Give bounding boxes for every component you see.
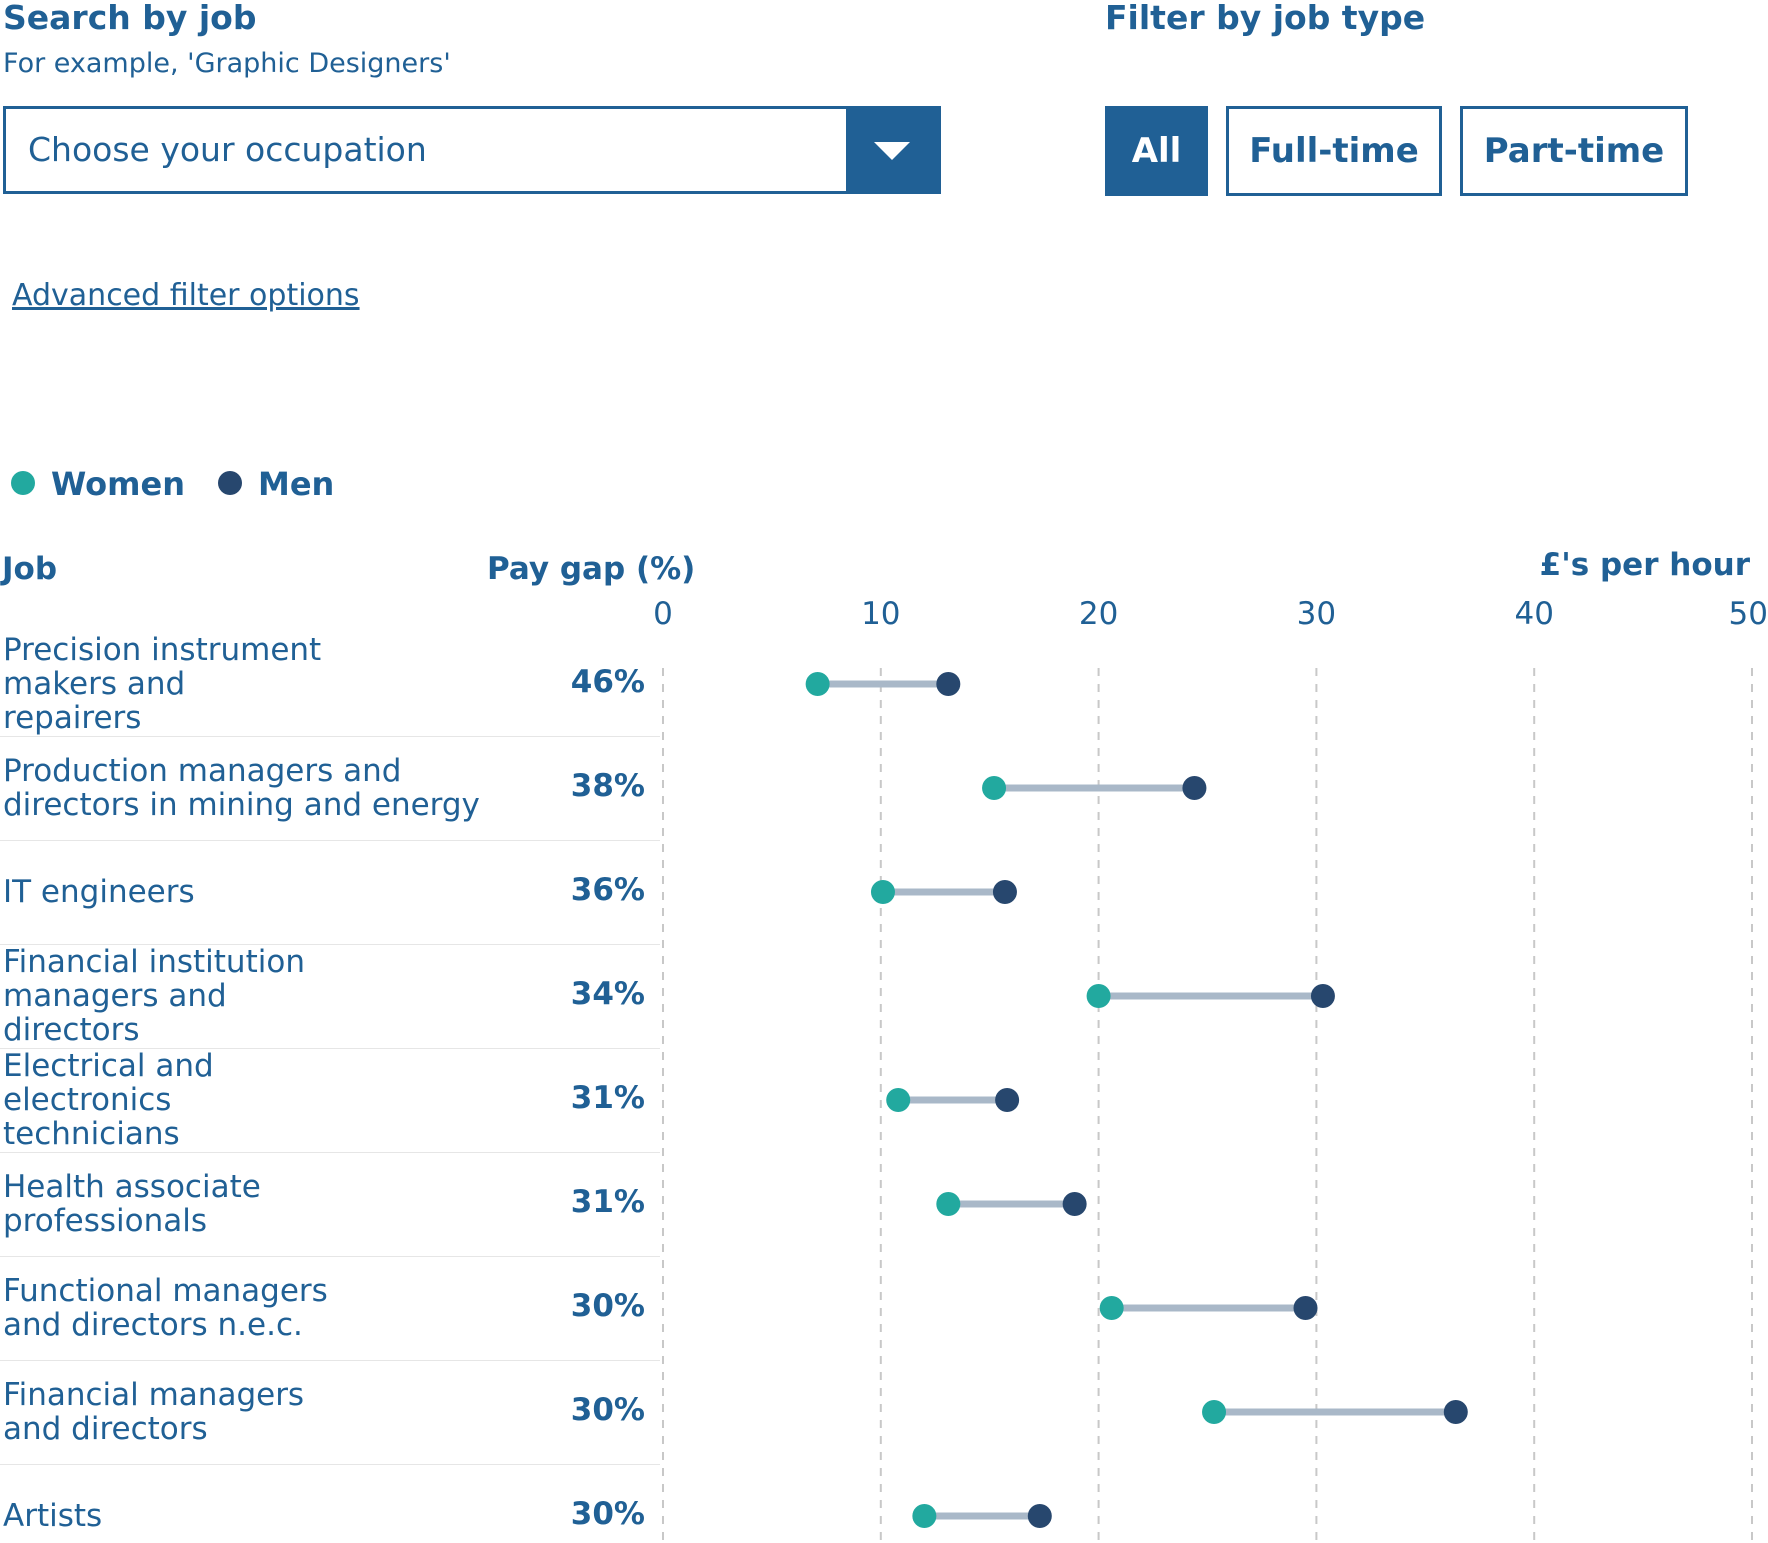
legend-women-label: Women — [51, 465, 185, 503]
job-name: Precision instrument makers and repairer… — [3, 632, 322, 736]
chart-grid — [662, 668, 1753, 1543]
women-point[interactable] — [1202, 1400, 1227, 1424]
job-name: Functional managers and directors n.e.c. — [3, 1273, 328, 1343]
job-name: Financial managers and directors — [3, 1377, 305, 1447]
job-name: IT engineers — [3, 874, 195, 910]
men-point[interactable] — [995, 1088, 1020, 1112]
chart-marks — [805, 672, 1468, 1528]
women-point[interactable] — [912, 1504, 937, 1528]
pay-gap-value: 30% — [570, 1392, 645, 1428]
men-point[interactable] — [992, 880, 1017, 904]
women-point[interactable] — [1099, 1296, 1124, 1320]
pay-gap-value: 34% — [570, 976, 645, 1012]
men-point[interactable] — [1443, 1400, 1468, 1424]
women-point[interactable] — [1086, 984, 1111, 1008]
row-separator — [0, 1152, 660, 1153]
advanced-filter-link[interactable]: Advanced filter options — [12, 278, 360, 313]
legend-men-dot — [218, 471, 242, 495]
men-point[interactable] — [1293, 1296, 1318, 1320]
job-name: Production managers and directors in min… — [3, 753, 480, 823]
women-point[interactable] — [870, 880, 895, 904]
pay-gap-value: 30% — [570, 1288, 645, 1324]
occupation-placeholder: Choose your occupation — [28, 130, 427, 169]
women-point[interactable] — [982, 776, 1007, 800]
job-name: Electrical and electronics technicians — [3, 1048, 214, 1152]
row-separator — [0, 944, 660, 945]
row-separator — [0, 1360, 660, 1361]
x-tick-label: 10 — [861, 596, 900, 632]
x-tick-label: 40 — [1514, 596, 1553, 632]
x-tick-label: 30 — [1297, 596, 1336, 632]
dropdown-button[interactable] — [846, 109, 938, 191]
x-tick-label: 50 — [1729, 596, 1768, 632]
pay-gap-value: 46% — [570, 664, 645, 700]
occupation-select[interactable]: Choose your occupation — [3, 106, 941, 194]
men-point[interactable] — [1062, 1192, 1087, 1216]
x-tick-label: 0 — [653, 596, 673, 632]
row-separator — [0, 736, 660, 737]
filter-title: Filter by job type — [1105, 0, 1426, 37]
job-name: Artists — [3, 1498, 103, 1534]
women-point[interactable] — [936, 1192, 961, 1216]
legend-men-label: Men — [258, 465, 335, 503]
women-point[interactable] — [886, 1088, 911, 1112]
axis-title: £'s per hour — [1539, 547, 1750, 583]
men-point[interactable] — [1027, 1504, 1052, 1528]
job-column-header: Job — [2, 551, 58, 587]
pay-gap-value: 30% — [570, 1496, 645, 1532]
pay-gap-value: 38% — [570, 768, 645, 804]
chart-tick-labels: 0 10 20 30 40 50 — [653, 596, 1768, 632]
row-separator — [0, 840, 660, 841]
filter-full-time-button[interactable]: Full-time — [1226, 106, 1442, 196]
search-hint: For example, 'Graphic Designers' — [3, 48, 451, 79]
filter-part-time-button[interactable]: Part-time — [1460, 106, 1688, 196]
job-name: Financial institution managers and direc… — [3, 944, 305, 1048]
chevron-down-icon — [874, 142, 910, 160]
women-point[interactable] — [805, 672, 830, 696]
pay-gap-column-header: Pay gap (%) — [487, 551, 696, 587]
men-point[interactable] — [936, 672, 961, 696]
filter-all-button[interactable]: All — [1105, 106, 1208, 196]
pay-gap-value: 31% — [570, 1184, 645, 1220]
men-point[interactable] — [1182, 776, 1207, 800]
job-name: Health associate professionals — [3, 1169, 261, 1239]
men-point[interactable] — [1310, 984, 1335, 1008]
pay-gap-value: 36% — [570, 872, 645, 908]
x-tick-label: 20 — [1079, 596, 1118, 632]
search-title: Search by job — [3, 0, 257, 37]
pay-gap-value: 31% — [570, 1080, 645, 1116]
legend-women-dot — [11, 471, 35, 495]
row-separator — [0, 1464, 660, 1465]
row-separator — [0, 1256, 660, 1257]
row-separator — [0, 1048, 660, 1049]
